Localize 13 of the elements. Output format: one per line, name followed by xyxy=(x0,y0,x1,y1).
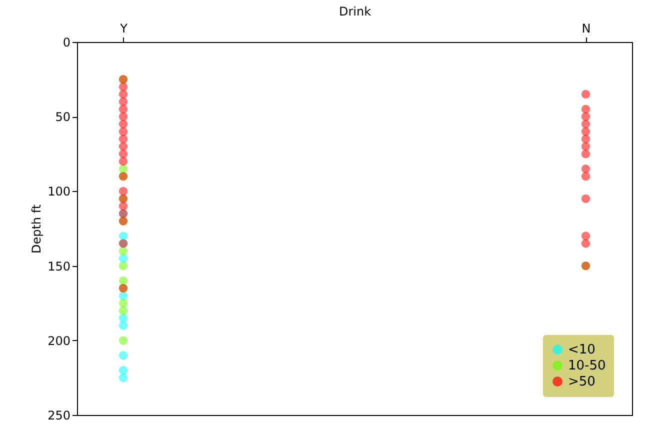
legend-label: >50 xyxy=(568,374,596,390)
y-tick-label: 50 xyxy=(55,110,70,124)
x-tick-label: Y xyxy=(119,22,128,36)
y-tick-label: 0 xyxy=(62,36,70,50)
legend-label: <10 xyxy=(568,342,596,358)
y-tick-label: 200 xyxy=(48,334,70,348)
legend-label: 10-50 xyxy=(568,358,606,374)
y-tick-label: 150 xyxy=(48,259,70,274)
x-tick-label: N xyxy=(582,22,591,36)
y-tick-label: 250 xyxy=(48,408,70,422)
y-axis-title: Depth ft xyxy=(30,204,44,254)
y-tick-label: 100 xyxy=(48,184,70,199)
x-axis-title: Drink xyxy=(338,4,372,18)
